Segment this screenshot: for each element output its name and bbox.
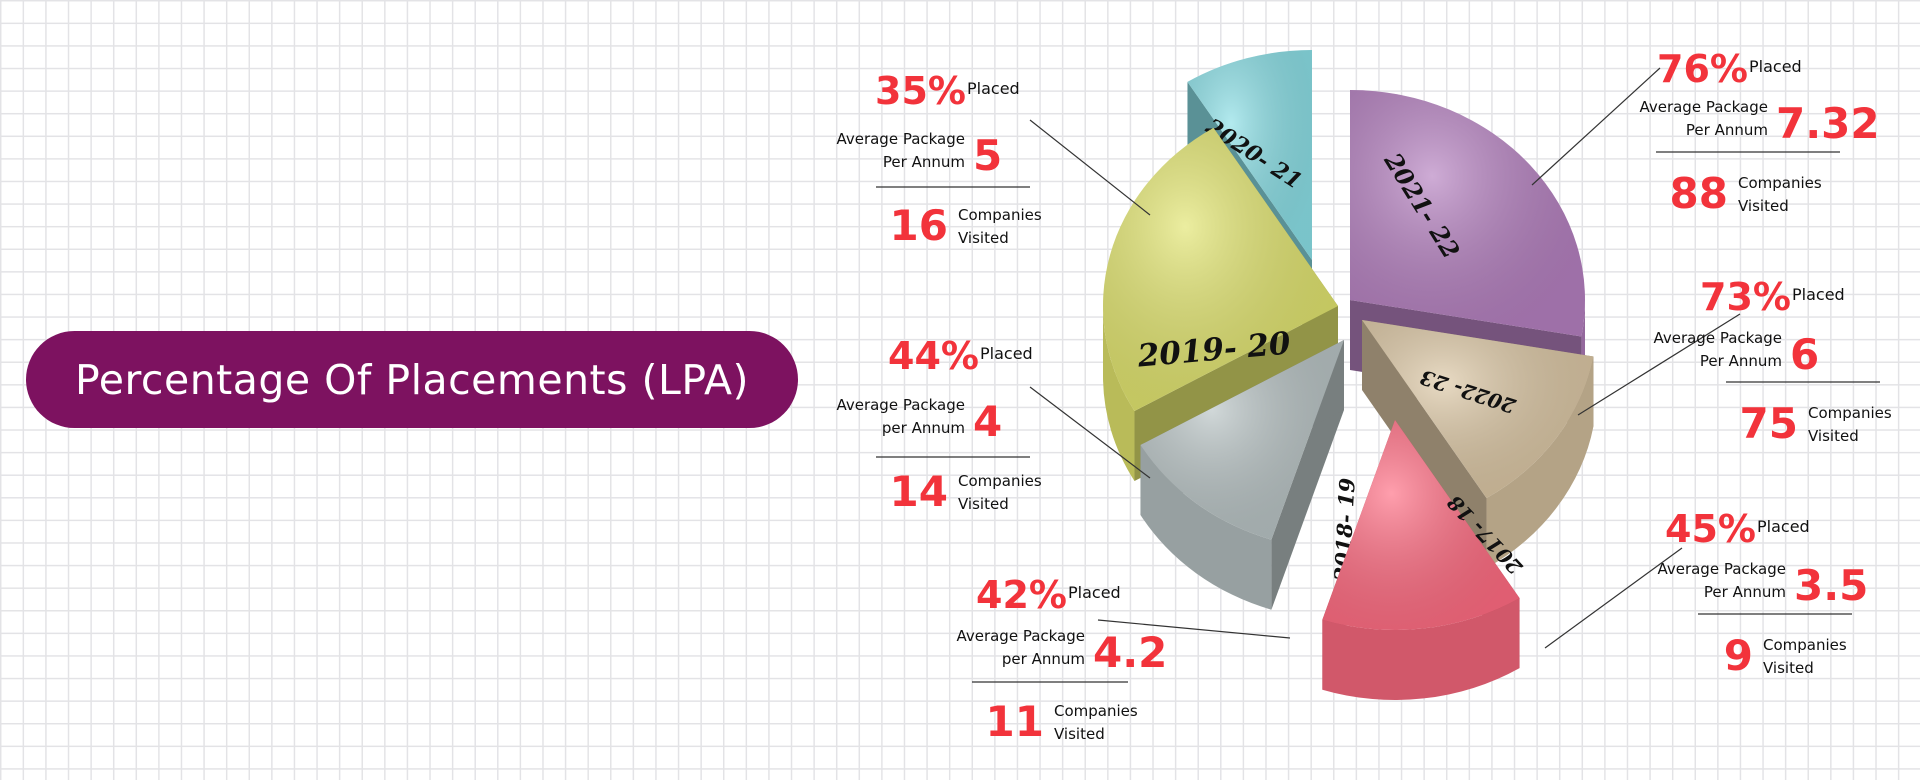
page-title: Percentage Of Placements (LPA) — [74, 355, 750, 404]
placed-percent: 76% — [1657, 47, 1748, 91]
companies-value: 75 — [1740, 399, 1798, 448]
slice-side — [1140, 445, 1272, 610]
package-label-line1: Average Package — [1639, 98, 1768, 116]
companies-label-line2: Visited — [958, 495, 1009, 513]
placed-percent: 44% — [888, 334, 979, 378]
package-value: 3.5 — [1794, 561, 1868, 610]
placed-percent: 42% — [976, 573, 1067, 617]
package-label-line2: per Annum — [1002, 650, 1085, 668]
slice-side — [1486, 356, 1594, 569]
package-label-line1: Average Package — [836, 130, 965, 148]
slice-annotation: 45% Placed Average Package Per Annum 3.5 9 Com… — [1544, 507, 1868, 680]
companies-label-line2: Visited — [1738, 197, 1789, 215]
placed-label: Placed — [980, 344, 1033, 363]
companies-value: 14 — [890, 467, 948, 516]
slice-sheen — [1187, 50, 1312, 260]
package-value: 4.2 — [1093, 628, 1167, 677]
companies-label-line1: Companies — [958, 206, 1042, 224]
placed-label: Placed — [1757, 517, 1810, 536]
companies-value: 9 — [1724, 631, 1753, 680]
slice-annotation: 35% Placed Average Package Per Annum 5 16 Comp… — [836, 69, 1151, 250]
placed-label: Placed — [967, 79, 1020, 98]
slice-annotation: 76% Placed Average Package Per Annum 7.32 88 C… — [1531, 47, 1880, 218]
companies-label-line1: Companies — [1808, 404, 1892, 422]
companies-value: 88 — [1670, 169, 1728, 218]
companies-label-line2: Visited — [1054, 725, 1105, 743]
slice-wall — [1362, 320, 1487, 569]
slice-sheen — [1103, 127, 1338, 411]
package-label-line2: Per Annum — [1704, 583, 1786, 601]
package-label-line1: Average Package — [956, 627, 1085, 645]
leader-line — [1029, 119, 1151, 216]
package-value: 7.32 — [1776, 99, 1880, 148]
leader-line — [1577, 313, 1741, 416]
package-label-line1: Average Package — [1653, 329, 1782, 347]
pie-slice: 2018- 19 — [1140, 340, 1360, 610]
slice-side — [1103, 306, 1135, 481]
slice-sheen — [1140, 340, 1344, 540]
companies-label-line2: Visited — [1808, 427, 1859, 445]
slice-side — [1322, 598, 1520, 700]
package-label-line2: per Annum — [882, 419, 965, 437]
companies-label-line1: Companies — [1054, 702, 1138, 720]
package-label-line2: Per Annum — [883, 153, 965, 171]
package-value: 6 — [1790, 330, 1819, 379]
leader-line — [1029, 386, 1151, 479]
leader-line — [1097, 619, 1291, 639]
leader-line — [1531, 67, 1661, 186]
placed-percent: 73% — [1700, 275, 1791, 319]
slice-annotation: 42% Placed Average Package per Annum 4.2 11 Co… — [956, 573, 1291, 746]
pie-slice: 2017- 18 — [1322, 420, 1528, 700]
package-value: 5 — [973, 131, 1002, 180]
slice-sheen — [1350, 90, 1585, 337]
placed-label: Placed — [1792, 285, 1845, 304]
placed-percent: 35% — [875, 69, 966, 113]
placed-label: Placed — [1068, 583, 1121, 602]
slice-sheen — [1322, 420, 1520, 630]
title-pill: Percentage Of Placements (LPA) — [26, 331, 798, 428]
package-label-line1: Average Package — [836, 396, 965, 414]
companies-label-line1: Companies — [1763, 636, 1847, 654]
leader-line — [1544, 547, 1683, 649]
placed-percent: 45% — [1665, 507, 1756, 551]
companies-value: 11 — [986, 697, 1044, 746]
companies-label-line1: Companies — [1738, 174, 1822, 192]
slice-sheen — [1362, 320, 1594, 499]
package-label-line1: Average Package — [1657, 560, 1786, 578]
companies-value: 16 — [890, 201, 948, 250]
companies-label-line2: Visited — [1763, 659, 1814, 677]
placed-label: Placed — [1749, 57, 1802, 76]
package-label-line2: Per Annum — [1700, 352, 1782, 370]
slice-annotation: 73% Placed Average Package Per Annum 6 75 Comp… — [1577, 275, 1892, 448]
package-value: 4 — [973, 397, 1002, 446]
slice-annotation: 44% Placed Average Package per Annum 4 14 Comp… — [836, 334, 1151, 516]
package-label-line2: Per Annum — [1686, 121, 1768, 139]
pie-slice: 2022- 23 — [1362, 320, 1594, 569]
companies-label-line1: Companies — [958, 472, 1042, 490]
companies-label-line2: Visited — [958, 229, 1009, 247]
